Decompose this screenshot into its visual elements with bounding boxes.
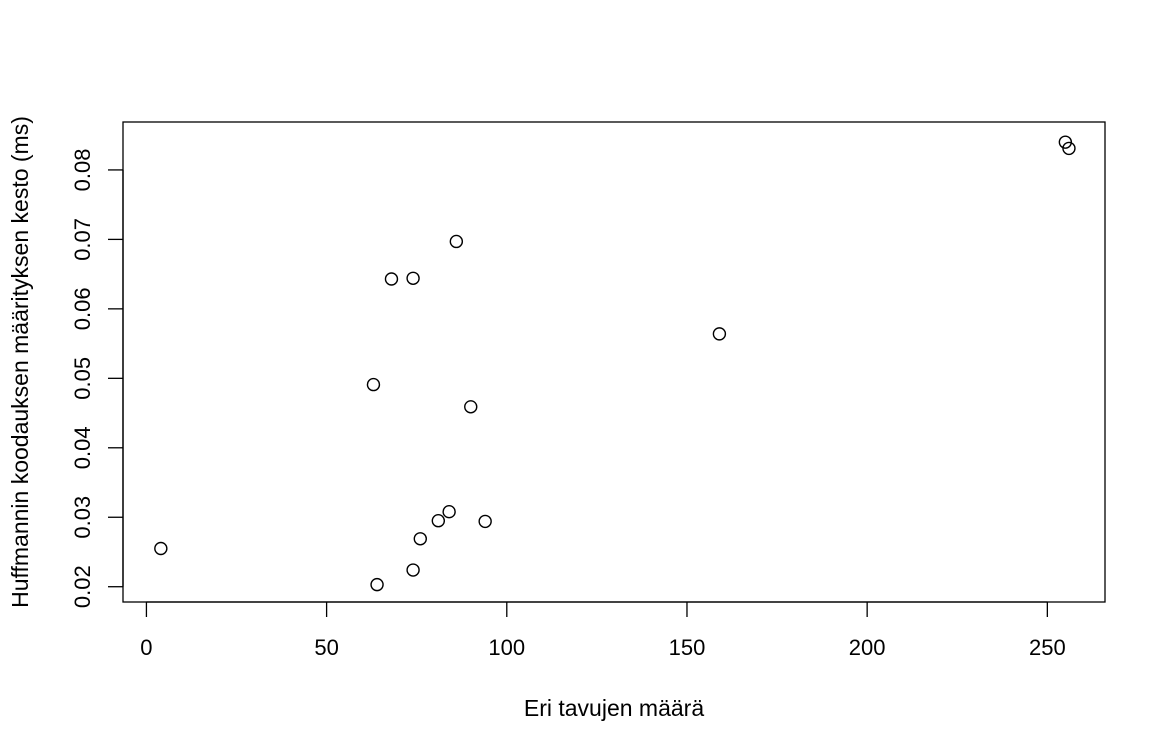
data-point [1062, 141, 1076, 156]
data-point [442, 504, 456, 519]
x-tick-label: 50 [314, 635, 338, 660]
data-point [406, 563, 420, 577]
x-tick-label: 100 [488, 635, 525, 660]
y-tick-label: 0.03 [70, 496, 95, 539]
x-axis-title: Eri tavujen määrä [524, 695, 704, 721]
data-point [431, 514, 446, 528]
x-axis: 0 50 100 150 200 250 [140, 601, 1066, 660]
data-point [366, 377, 381, 392]
y-tick-label: 0.02 [70, 565, 95, 608]
data-point [370, 577, 384, 592]
data-point [464, 400, 478, 414]
data-point [712, 327, 727, 341]
data-point [406, 271, 420, 285]
y-tick-label: 0.08 [70, 149, 95, 192]
data-points [154, 135, 1076, 592]
data-point [478, 514, 492, 529]
y-axis-title: Huffmannin koodauksen määrityksen kesto … [7, 116, 33, 608]
data-point [449, 234, 464, 249]
data-point [154, 541, 168, 556]
x-tick-label: 150 [669, 635, 706, 660]
x-tick-label: 200 [849, 635, 886, 660]
x-tick-label: 0 [140, 635, 152, 660]
x-tick-label: 250 [1029, 635, 1066, 660]
data-point [413, 532, 428, 546]
y-tick-label: 0.04 [70, 426, 95, 469]
y-tick-label: 0.07 [70, 218, 95, 261]
y-axis: 0.02 0.03 0.04 0.05 0.06 0.07 0.08 [70, 149, 124, 608]
data-point [384, 272, 399, 286]
y-tick-label: 0.06 [70, 287, 95, 330]
plot-frame [122, 121, 1106, 603]
y-tick-label: 0.05 [70, 357, 95, 400]
